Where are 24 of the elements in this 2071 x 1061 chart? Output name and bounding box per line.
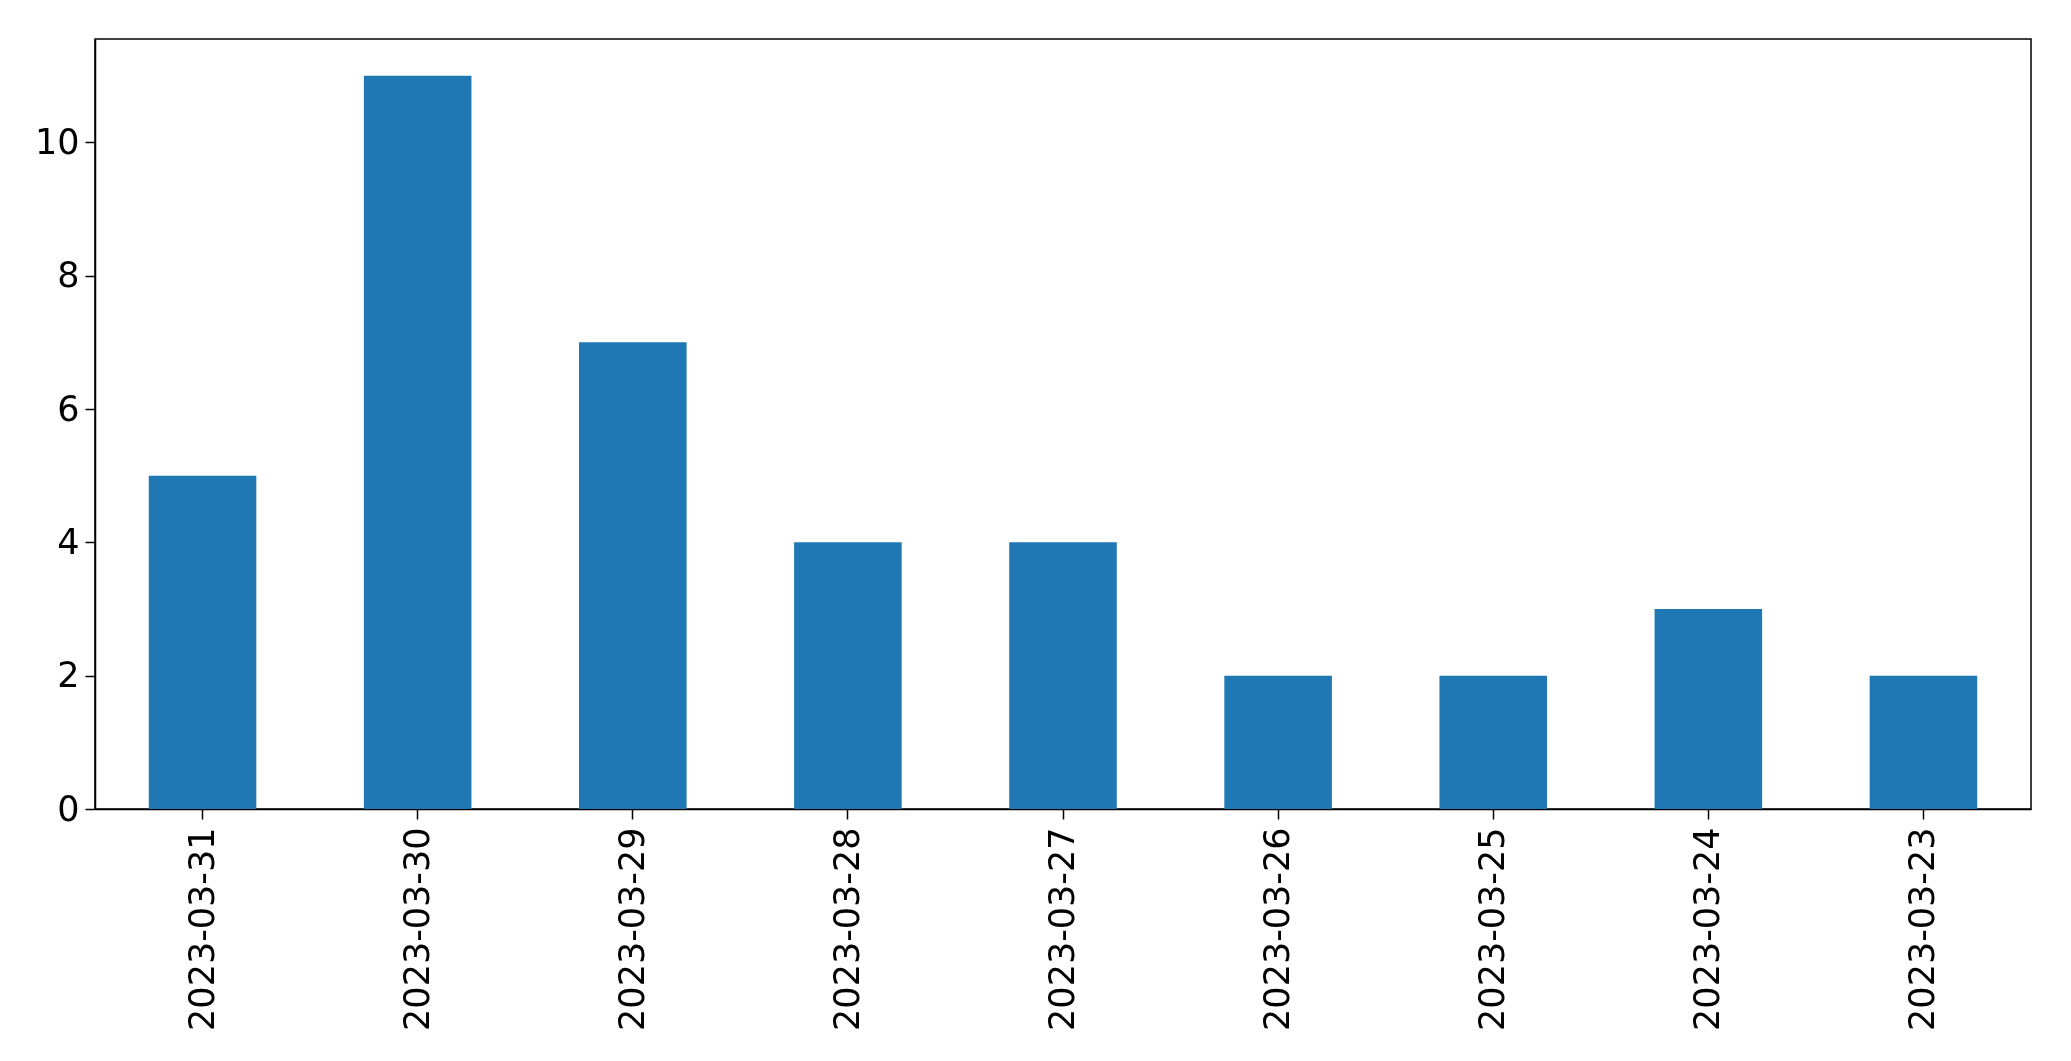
x-tick-label: 2023-03-23 [1902, 827, 1943, 1031]
bar [579, 342, 687, 809]
x-tick-label: 2023-03-30 [396, 827, 437, 1031]
y-tick-label: 10 [34, 121, 80, 162]
bar [794, 542, 902, 809]
bar [148, 475, 257, 809]
bar [1439, 675, 1547, 809]
y-tick-label: 4 [57, 521, 80, 562]
x-tick-label: 2023-03-28 [826, 827, 867, 1031]
x-tick-label: 2023-03-29 [611, 827, 652, 1031]
bar [1869, 675, 1978, 809]
bar [1009, 542, 1117, 809]
y-tick-label: 0 [57, 788, 80, 829]
y-tick-label: 8 [57, 255, 80, 296]
bar [1654, 609, 1763, 809]
x-tick-label: 2023-03-26 [1257, 827, 1298, 1031]
y-tick-label: 2 [57, 655, 80, 696]
bar [1224, 675, 1332, 809]
x-tick-label: 2023-03-31 [181, 827, 222, 1031]
bar [363, 75, 472, 809]
x-tick-label: 2023-03-25 [1472, 827, 1513, 1031]
x-tick-label: 2023-03-24 [1687, 827, 1728, 1031]
y-tick-label: 6 [57, 388, 80, 429]
x-tick-label: 2023-03-27 [1042, 827, 1082, 1031]
